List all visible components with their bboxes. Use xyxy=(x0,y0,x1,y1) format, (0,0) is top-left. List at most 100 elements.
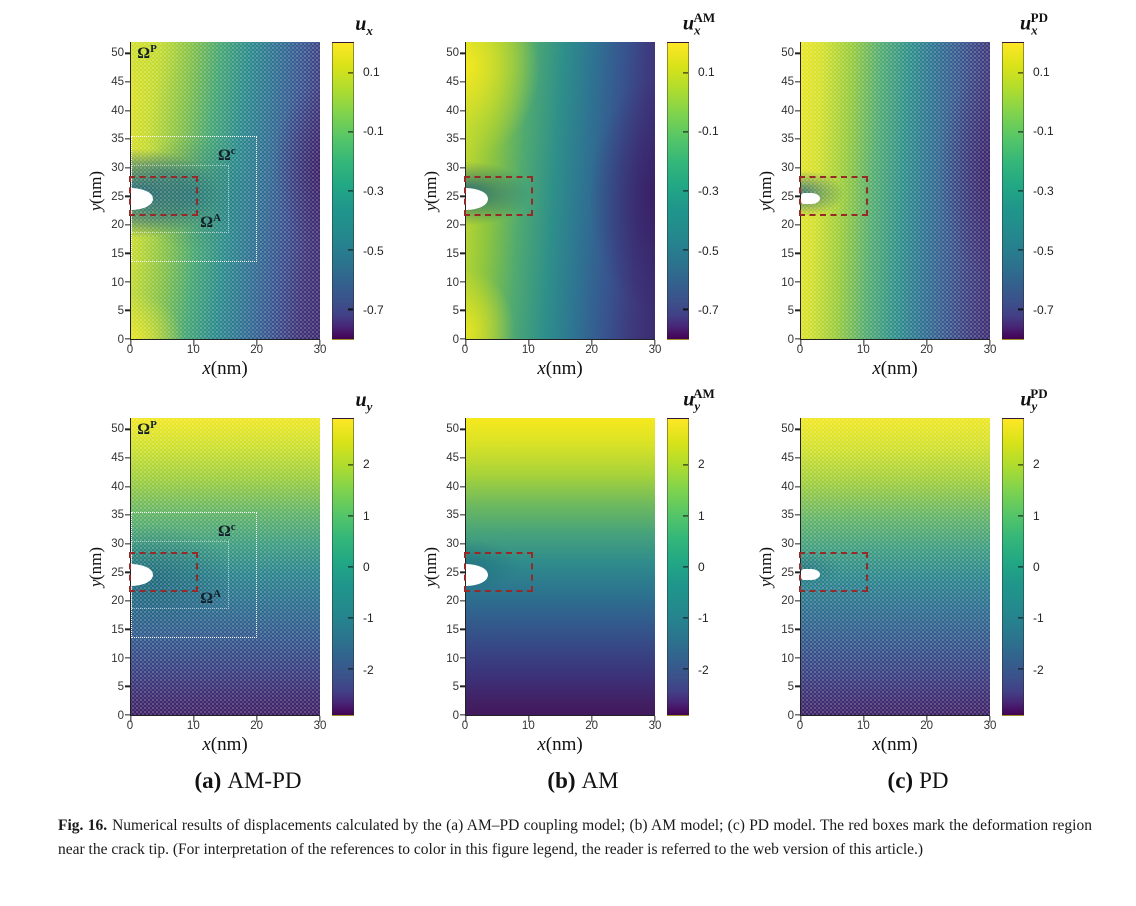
colorbar-tick-label: 1 xyxy=(1033,508,1040,523)
colorbar xyxy=(332,418,354,716)
y-tick-mark xyxy=(125,224,131,226)
colorbar-tick-label: 0 xyxy=(363,560,370,574)
x-axis-label: x(nm) xyxy=(537,358,583,379)
colorbar-tick-mark xyxy=(683,617,688,619)
y-tick-label: 15 xyxy=(111,624,124,637)
x-tick-label: 30 xyxy=(313,720,327,732)
x-tick-label: 10 xyxy=(856,344,870,356)
y-tick-mark xyxy=(125,109,131,112)
colorbar-tick-mark xyxy=(1018,249,1023,251)
y-tick-mark xyxy=(460,109,466,112)
crack-notch xyxy=(466,564,489,586)
column-caption-marker: (a) xyxy=(194,768,222,793)
x-axis-label: x(nm) xyxy=(872,734,918,755)
colorbar-title-text: ux xyxy=(355,13,373,38)
crack-region-red-box xyxy=(129,552,199,593)
crack-notch xyxy=(801,192,820,205)
y-tick-label: 0 xyxy=(787,710,794,722)
colorbar-tick-mark xyxy=(683,464,688,466)
x-tick-mark xyxy=(591,716,593,722)
y-tick-label: 50 xyxy=(446,423,459,436)
y-tick-mark xyxy=(125,714,131,716)
crack-region-red-box xyxy=(464,552,534,593)
y-tick-label: 5 xyxy=(452,681,459,694)
y-tick-mark xyxy=(795,309,801,312)
plot-area-ux-pd xyxy=(795,42,991,346)
colorbar-tick-mark xyxy=(1018,464,1023,466)
x-tick-mark xyxy=(863,716,865,722)
x-tick-label: 20 xyxy=(585,720,599,732)
y-tick-label: 15 xyxy=(781,624,794,637)
x-tick-label: 0 xyxy=(126,720,134,732)
colorbar-tick-label: -2 xyxy=(363,662,374,677)
colorbar-tick-mark xyxy=(1018,566,1023,568)
colorbar-tick-label: 2 xyxy=(363,457,370,472)
y-tick-label: 30 xyxy=(111,162,124,175)
y-tick-mark xyxy=(460,542,466,545)
y-tick-mark xyxy=(460,309,466,312)
y-tick-label: 30 xyxy=(446,538,459,551)
colorbar-tick-label: 1 xyxy=(698,508,705,523)
y-tick-label: 30 xyxy=(446,162,459,175)
y-tick-mark xyxy=(795,457,801,459)
x-tick-mark xyxy=(800,716,802,722)
y-tick-mark xyxy=(795,52,801,55)
x-tick-label: 0 xyxy=(796,720,804,732)
y-tick-label: 25 xyxy=(781,190,794,203)
y-tick-label: 25 xyxy=(781,566,794,579)
colorbar-tick-mark xyxy=(348,515,353,517)
colorbar-tick-mark xyxy=(348,566,353,568)
colorbar-tick-label: -0.5 xyxy=(363,243,384,258)
y-tick-mark xyxy=(795,571,801,573)
x-axis-label: x(nm) xyxy=(202,358,248,379)
y-tick-mark xyxy=(795,109,801,112)
colorbar-tick-labels: 2 1 0 -1 -2 xyxy=(356,418,408,716)
colorbar xyxy=(667,418,689,716)
colorbar-tick-mark xyxy=(1018,668,1023,670)
colorbar-tick-mark xyxy=(683,72,688,74)
y-tick-label: 10 xyxy=(446,276,459,289)
column-caption-2: (b) AM xyxy=(465,768,701,794)
y-tick-label: 20 xyxy=(111,595,124,608)
colorbar-tick-mark xyxy=(683,131,688,133)
y-tick-labels: 0 5 10 15 20 25 30 35 40 45 50 xyxy=(774,42,800,346)
colorbar-tick-mark xyxy=(348,668,353,670)
colorbar xyxy=(1002,418,1024,716)
y-tick-label: 20 xyxy=(781,595,794,608)
x-tick-label: 0 xyxy=(126,344,134,356)
y-tick-mark xyxy=(125,166,131,169)
x-tick-mark xyxy=(319,716,321,722)
y-tick-mark xyxy=(460,166,466,169)
y-tick-mark xyxy=(460,457,466,459)
colorbar-tick-label: 0 xyxy=(698,560,705,574)
y-tick-label: 45 xyxy=(446,76,459,89)
y-tick-mark xyxy=(125,52,131,55)
x-tick-label: 20 xyxy=(250,720,264,732)
x-tick-label: 0 xyxy=(796,344,804,356)
x-tick-label: 30 xyxy=(648,344,662,356)
y-tick-mark xyxy=(795,428,801,431)
y-tick-label: 50 xyxy=(781,47,794,60)
y-tick-label: 5 xyxy=(117,681,124,694)
y-tick-label: 15 xyxy=(446,624,459,637)
y-tick-mark xyxy=(795,628,801,630)
y-tick-mark xyxy=(460,224,466,226)
colorbar-title-text: uyPD xyxy=(1020,386,1048,414)
colorbar-tick-label: -0.7 xyxy=(1033,303,1054,318)
y-axis-label: y (nm) xyxy=(86,546,105,588)
y-tick-label: 25 xyxy=(446,566,459,579)
x-tick-label: 30 xyxy=(648,720,662,732)
y-tick-label: 10 xyxy=(111,276,124,289)
domain-label-omega-c: Ωc xyxy=(217,144,236,164)
plot-area-ux-ampd: ΩP Ωc ΩA xyxy=(125,42,321,346)
y-tick-label: 0 xyxy=(117,710,124,722)
x-tick-label: 10 xyxy=(856,720,870,732)
colorbar-tick-label: -1 xyxy=(363,611,374,626)
x-tick-label: 30 xyxy=(313,344,327,356)
x-tick-mark xyxy=(654,716,656,722)
column-caption-label: AM-PD xyxy=(227,768,302,793)
y-tick-mark xyxy=(125,571,131,573)
panel-uy-ampd: uy y (nm) 0 5 10 15 20 25 30 35 40 45 50 ΩP Ωc ΩA 2 1 0 -1 -2… xyxy=(86,384,423,760)
y-tick-label: 10 xyxy=(111,652,124,665)
y-axis-label: y (nm) xyxy=(421,170,440,212)
